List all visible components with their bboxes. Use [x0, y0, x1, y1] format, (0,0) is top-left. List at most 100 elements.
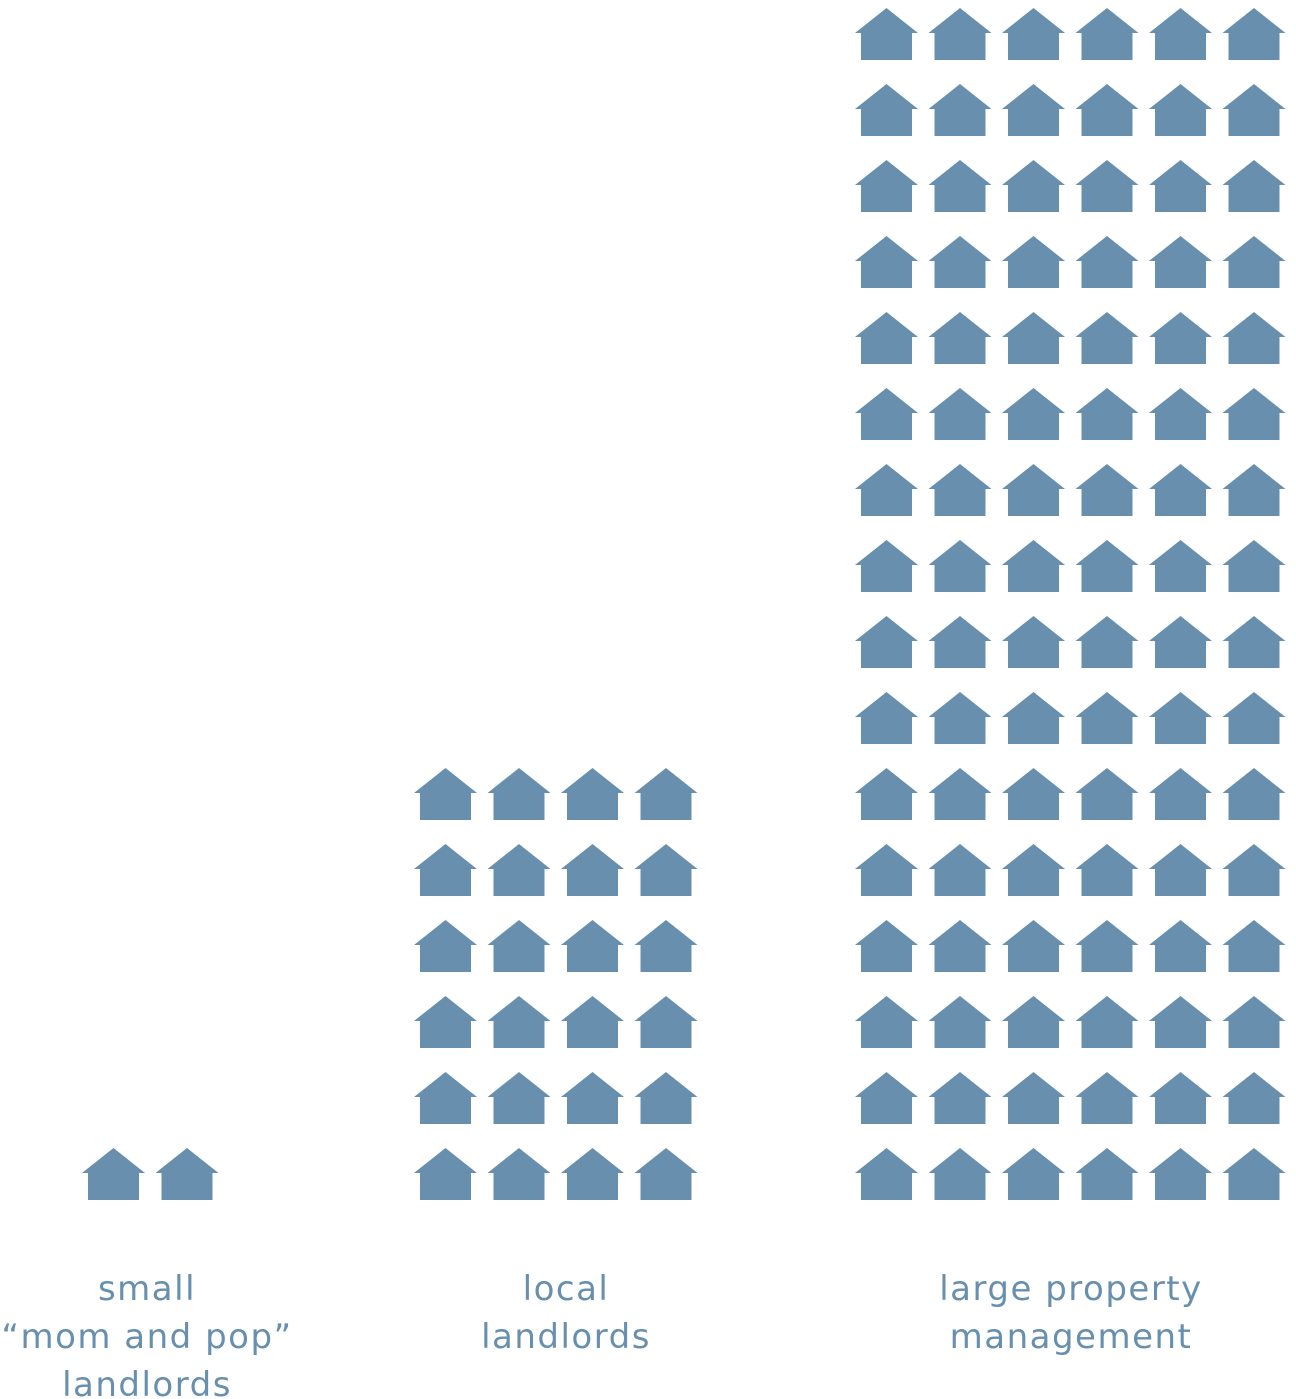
house-icon	[1149, 8, 1212, 60]
house-icon	[1002, 616, 1065, 668]
house-icon	[855, 464, 918, 516]
house-icon	[561, 1072, 624, 1124]
house-icon	[928, 388, 992, 440]
house-icon	[855, 1148, 918, 1200]
house-icon-layer	[82, 8, 1286, 1200]
house-group-local	[414, 768, 698, 1200]
house-icon	[855, 616, 918, 668]
house-icon	[1222, 996, 1286, 1048]
house-icon	[1149, 1072, 1212, 1124]
category-label-line: small	[98, 1269, 196, 1309]
house-icon	[487, 1072, 551, 1124]
house-icon	[414, 1148, 477, 1200]
house-icon	[487, 1148, 551, 1200]
category-label-line: management	[950, 1317, 1193, 1357]
house-icon	[928, 540, 992, 592]
house-icon	[1222, 84, 1286, 136]
house-icon	[855, 920, 918, 972]
house-icon	[855, 1072, 918, 1124]
house-icon	[561, 1148, 624, 1200]
category-label-line: landlords	[62, 1365, 232, 1399]
house-icon	[855, 8, 918, 60]
house-icon	[1075, 768, 1139, 820]
house-icon	[634, 996, 698, 1048]
house-icon	[1002, 84, 1065, 136]
house-icon	[1149, 464, 1212, 516]
house-icon	[928, 236, 992, 288]
house-icon	[1075, 1148, 1139, 1200]
house-icon	[1075, 84, 1139, 136]
house-icon	[855, 160, 918, 212]
house-icon	[1075, 1072, 1139, 1124]
house-icon	[634, 768, 698, 820]
house-icon	[487, 920, 551, 972]
house-icon	[82, 1148, 145, 1200]
category-label-line: landlords	[481, 1317, 651, 1357]
house-icon	[1075, 540, 1139, 592]
house-icon	[1002, 996, 1065, 1048]
house-icon	[928, 464, 992, 516]
house-icon	[1149, 768, 1212, 820]
house-icon	[1222, 236, 1286, 288]
house-icon	[1002, 388, 1065, 440]
house-icon	[855, 84, 918, 136]
house-icon	[1149, 1148, 1212, 1200]
house-icon	[855, 996, 918, 1048]
house-icon	[634, 1072, 698, 1124]
house-icon	[855, 844, 918, 896]
house-icon	[1222, 1072, 1286, 1124]
house-icon	[1002, 1148, 1065, 1200]
house-icon	[487, 768, 551, 820]
house-icon	[1075, 388, 1139, 440]
house-icon	[561, 844, 624, 896]
house-icon	[855, 768, 918, 820]
house-icon	[1075, 692, 1139, 744]
house-icon	[1002, 844, 1065, 896]
category-label-line: “mom and pop”	[1, 1317, 292, 1357]
house-icon	[1002, 160, 1065, 212]
category-label-large: large property management	[939, 1269, 1203, 1357]
category-label-line: local	[523, 1269, 610, 1309]
house-icon	[1002, 8, 1065, 60]
category-label-small: small “mom and pop” landlords	[1, 1269, 292, 1399]
house-icon	[1002, 920, 1065, 972]
house-icon	[1149, 236, 1212, 288]
house-icon	[487, 996, 551, 1048]
house-icon	[1222, 768, 1286, 820]
house-icon	[1149, 84, 1212, 136]
house-icon	[1075, 920, 1139, 972]
house-icon	[855, 388, 918, 440]
house-icon	[1222, 312, 1286, 364]
house-icon	[928, 1072, 992, 1124]
house-icon	[1222, 160, 1286, 212]
house-icon	[1075, 616, 1139, 668]
category-label-line: large property	[939, 1269, 1203, 1309]
house-icon	[1222, 1148, 1286, 1200]
house-icon	[1075, 844, 1139, 896]
house-icon	[414, 844, 477, 896]
house-icon	[928, 160, 992, 212]
house-icon	[1149, 844, 1212, 896]
category-label-local: local landlords	[481, 1269, 651, 1357]
house-icon	[928, 692, 992, 744]
house-icon	[1002, 1072, 1065, 1124]
house-icon	[155, 1148, 219, 1200]
house-icon	[928, 84, 992, 136]
house-icon	[1222, 464, 1286, 516]
house-icon	[1149, 388, 1212, 440]
house-icon	[1075, 236, 1139, 288]
house-icon	[855, 540, 918, 592]
house-icon	[1075, 8, 1139, 60]
house-group-small	[82, 1148, 219, 1200]
house-icon	[855, 236, 918, 288]
house-icon	[1075, 996, 1139, 1048]
house-icon	[1222, 388, 1286, 440]
house-icon	[1222, 920, 1286, 972]
house-icon	[1149, 920, 1212, 972]
house-icon	[1149, 312, 1212, 364]
house-icon	[855, 692, 918, 744]
house-icon	[928, 996, 992, 1048]
house-icon	[855, 312, 918, 364]
house-icon	[1002, 768, 1065, 820]
